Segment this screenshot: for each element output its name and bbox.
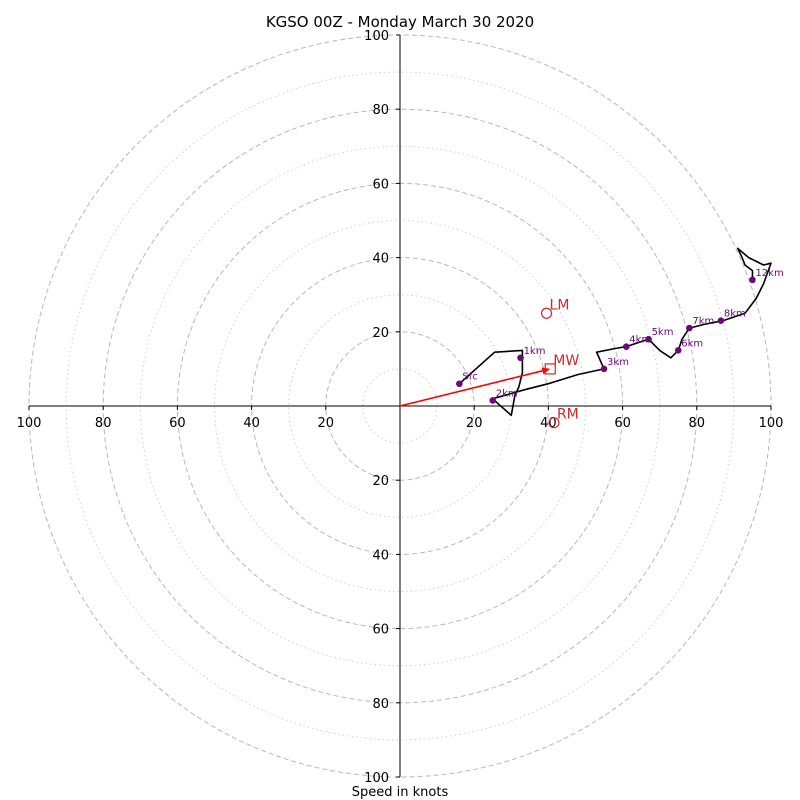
y-tick-label: 80 [372, 697, 389, 712]
level-point-7km [686, 324, 693, 332]
level-point-4km [623, 343, 630, 350]
x-tick-label: 40 [243, 416, 260, 431]
x-tick-label: 60 [169, 416, 186, 431]
level-label-1km: 1km [524, 346, 546, 357]
y-tick-label: 20 [372, 326, 389, 341]
storm-motion-markers: LM MW RM [540, 297, 579, 429]
marker-label-MW: MW [553, 353, 579, 369]
level-point-Sfc [456, 380, 463, 388]
level-label-5km: 5km [652, 327, 674, 338]
x-axis-label: Speed in knots [352, 785, 449, 800]
y-tick-label: 60 [372, 177, 389, 192]
marker-RM [548, 417, 560, 429]
y-ticks: 100 80 60 40 20 20 40 60 80 100 [364, 29, 400, 786]
x-tick-label: 80 [689, 416, 706, 431]
marker-label-LM: LM [550, 297, 570, 313]
y-tick-label: 40 [372, 548, 389, 563]
x-tick-label: 20 [318, 416, 335, 431]
x-tick-label: 100 [759, 416, 784, 431]
level-point-8km [717, 317, 725, 324]
x-tick-label: 100 [17, 416, 42, 431]
x-tick-label: 60 [614, 416, 631, 431]
marker-label-RM: RM [557, 407, 579, 423]
level-point-12km [749, 276, 756, 284]
y-tick-label: 20 [372, 474, 389, 489]
level-label-2km: 2km [496, 388, 518, 399]
y-tick-label: 80 [372, 103, 389, 118]
mean-wind-arrowhead [541, 367, 551, 375]
level-label-8km: 8km [724, 309, 746, 320]
level-label-6km: 6km [681, 338, 703, 349]
y-tick-label: 60 [372, 623, 389, 638]
y-tick-label: 100 [364, 29, 389, 44]
chart-title: KGSO 00Z - Monday March 30 2020 [266, 13, 534, 31]
level-point-3km [600, 365, 608, 373]
level-label-3km: 3km [607, 357, 629, 368]
mean-wind-arrow-group [399, 367, 551, 407]
level-point-5km [645, 335, 652, 343]
x-tick-label: 80 [95, 416, 112, 431]
marker-LM [540, 307, 553, 319]
x-ticks: 100 80 60 40 20 20 40 60 80 100 [17, 406, 784, 431]
mean-wind-arrow [399, 370, 543, 407]
level-point-2km [489, 397, 497, 404]
marker-MW [544, 363, 556, 375]
y-tick-label: 100 [364, 771, 389, 786]
x-tick-label: 20 [466, 416, 483, 431]
level-point-1km [517, 354, 524, 362]
y-tick-label: 40 [372, 252, 389, 267]
level-label-Sfc: Sfc [462, 372, 477, 383]
level-label-4km: 4km [629, 335, 651, 346]
level-label-12km: 12km [755, 268, 783, 279]
level-point-6km [674, 347, 682, 354]
level-label-7km: 7km [692, 316, 714, 327]
